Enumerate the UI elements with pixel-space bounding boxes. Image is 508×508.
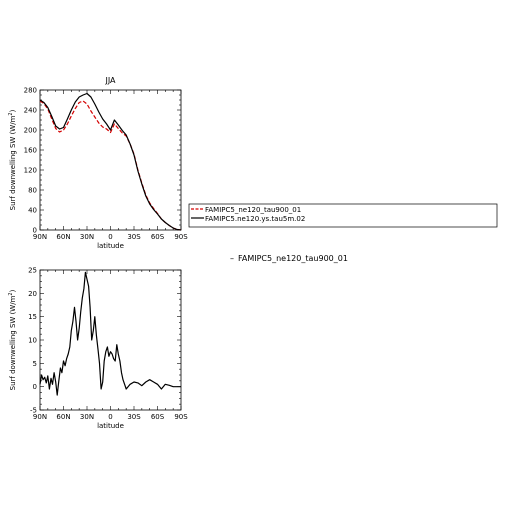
x-tick-label: 60N (56, 413, 70, 421)
y-tick-label: 20 (28, 290, 37, 298)
top-panel-y-axis-label: Surf downwelling SW (W/m2) (8, 109, 17, 210)
series-line-0 (39, 271, 181, 396)
series-line-1 (39, 92, 182, 231)
bottom-panel-y-axis-label: Surf downwelling SW (W/m2) (8, 289, 17, 390)
y-tick-label: 10 (28, 337, 37, 345)
y-tick-label: 80 (28, 187, 37, 195)
x-tick-label: 30N (80, 413, 94, 421)
plot-frame (39, 89, 182, 231)
y-tick-label: 160 (24, 147, 37, 155)
bottom-panel-x-axis-label: latitude (97, 422, 124, 430)
x-tick-label: 0 (108, 413, 112, 421)
x-tick-label: 90N (33, 413, 47, 421)
y-tick-label: 120 (24, 167, 37, 175)
legend: FAMIPC5_ne120_tau900_01 FAMIPC5.ne120.ys… (188, 203, 498, 228)
x-tick-label: 60S (151, 413, 165, 421)
y-tick-label: 40 (28, 207, 37, 215)
top-panel-x-axis-label: latitude (97, 242, 124, 250)
legend-label-tau900: FAMIPC5_ne120_tau900_01 (205, 206, 301, 214)
y-tick-label: 240 (24, 107, 37, 115)
series-line-0 (39, 100, 182, 231)
x-tick-label: 30S (127, 413, 141, 421)
y-tick-label: 5 (33, 360, 37, 368)
x-tick-label: 90S (174, 413, 188, 421)
top-panel-title: JJA (104, 76, 116, 85)
bottom-panel: 90N 60N 30N 0 30S 60S 90S -5 0 5 10 15 20 25 latitude… (8, 267, 188, 431)
y-tick-label: 0 (33, 383, 37, 391)
y-tick-label: 25 (28, 267, 37, 275)
y-tick-label: 15 (28, 313, 37, 321)
x-tick-label: 30N (80, 233, 94, 241)
x-tick-label: 60S (151, 233, 165, 241)
y-tick-label: -5 (30, 407, 37, 415)
y-tick-label: 280 (24, 87, 37, 95)
difference-label: – FAMIPC5_ne120_tau900_01 (230, 254, 348, 263)
top-panel: JJA 90N 60N 30N 0 30S 60S 90S 0 40 80 120 160 200 240… (8, 76, 188, 250)
legend-box (188, 203, 498, 228)
x-tick-label: 0 (108, 233, 112, 241)
x-tick-label: 90N (33, 233, 47, 241)
y-tick-label: 200 (24, 127, 37, 135)
x-tick-label: 90S (174, 233, 188, 241)
x-tick-label: 60N (56, 233, 70, 241)
y-tick-label: 0 (33, 227, 37, 235)
x-tick-label: 30S (127, 233, 141, 241)
legend-label-tau5m: FAMIPC5.ne120.ys.tau5m.02 (205, 215, 305, 223)
plot-frame (39, 269, 182, 411)
